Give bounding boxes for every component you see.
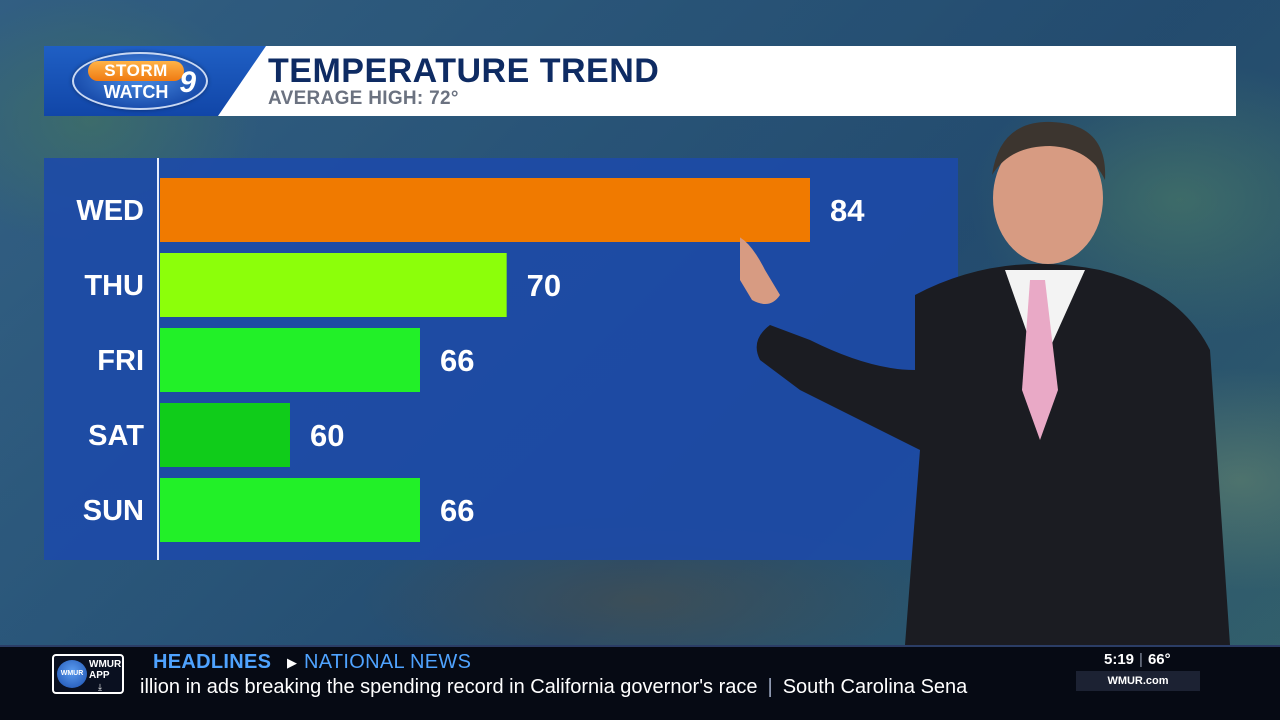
crawl-text-1: illion in ads breaking the spending reco…: [140, 676, 758, 698]
logo-storm-text: STORM: [88, 61, 184, 81]
bar-sat: [160, 403, 290, 467]
crawl-separator: |: [767, 676, 773, 698]
bar-wed: [160, 178, 810, 242]
wmur-badge-icon: WMUR: [57, 660, 87, 688]
graphic-header: STORM WATCH 9 TEMPERATURE TREND AVERAGE …: [44, 46, 1236, 116]
headlines-label: HEADLINES: [153, 651, 272, 673]
header-title-block: [218, 46, 1236, 116]
time-temp-readout: 5:19 | 66°: [1104, 651, 1171, 668]
app-logo-line1: WMUR: [89, 659, 122, 670]
chart-title: TEMPERATURE TREND: [268, 52, 660, 90]
app-logo-text: WMUR APP: [89, 659, 121, 681]
ticker-divider: [0, 645, 1280, 647]
storm-watch-logo: STORM WATCH 9: [72, 52, 208, 110]
chart-subtitle: AVERAGE HIGH: 72°: [268, 88, 459, 109]
category-label-sat: SAT: [88, 420, 144, 452]
value-label-thu: 70: [527, 268, 561, 303]
current-temp: 66°: [1147, 651, 1171, 668]
headline-crawl: illion in ads breaking the spending reco…: [140, 673, 1076, 701]
bar-thu: [160, 253, 507, 317]
crawl-text-2: South Carolina Sena: [782, 676, 968, 698]
download-icon: ⤓: [98, 682, 102, 692]
logo-channel-number: 9: [179, 66, 196, 99]
wmur-app-logo: WMUR WMUR APP ⤓: [52, 654, 124, 694]
time-separator: |: [1139, 651, 1143, 668]
section-label: NATIONAL NEWS: [304, 651, 472, 673]
play-arrow-icon: ▶: [287, 655, 297, 670]
bar-fri: [160, 328, 420, 392]
category-label-wed: WED: [76, 195, 144, 227]
category-label-thu: THU: [84, 270, 144, 302]
news-ticker: WMUR WMUR APP ⤓ HEADLINES ▶ NATIONAL NEW…: [0, 645, 1280, 720]
category-label-sun: SUN: [83, 495, 144, 527]
logo-watch-text: WATCH: [103, 82, 169, 102]
value-label-sun: 66: [440, 493, 474, 528]
presenter-figure: [740, 121, 1230, 645]
current-time: 5:19: [1104, 651, 1135, 668]
category-label-fri: FRI: [97, 345, 144, 377]
value-label-sat: 60: [310, 418, 344, 453]
value-label-wed: 84: [830, 193, 865, 228]
temperature-bar-chart: WED 84 THU 70 FRI 66 SAT 60 SUN 66: [76, 158, 865, 560]
app-logo-line2: APP: [89, 670, 110, 681]
station-website: WMUR.com: [1076, 671, 1200, 691]
bar-sun: [160, 478, 420, 542]
value-label-fri: 66: [440, 343, 474, 378]
